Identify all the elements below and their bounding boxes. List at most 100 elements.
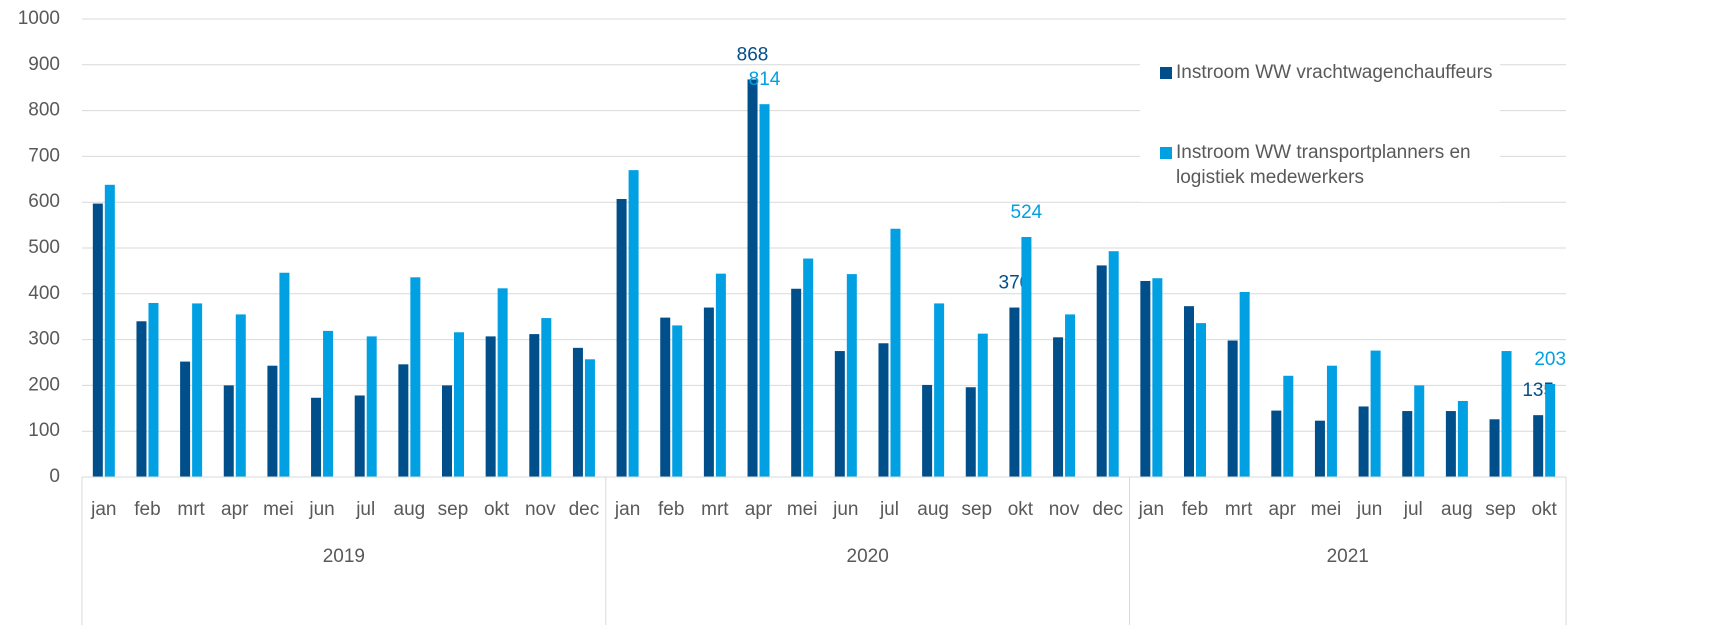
x-tick-label: okt <box>1008 499 1034 520</box>
x-tick-label: okt <box>484 499 510 520</box>
bar <box>878 343 889 477</box>
bar <box>1533 415 1544 477</box>
x-tick-label: mrt <box>177 499 205 520</box>
x-tick-label: jan <box>1138 499 1164 520</box>
bar <box>1009 307 1020 477</box>
y-tick-label: 900 <box>28 54 60 75</box>
y-tick-label: 300 <box>28 329 60 350</box>
x-tick-label: sep <box>961 499 992 520</box>
legend-entry: Instroom WW vrachtwagenchauffeurs <box>1176 62 1492 83</box>
bar <box>890 228 901 477</box>
bar <box>1358 406 1369 477</box>
bar <box>1239 291 1250 477</box>
group-label: 2020 <box>847 546 889 567</box>
bar <box>1314 420 1325 477</box>
bar <box>791 288 802 477</box>
bar <box>584 359 595 477</box>
bar <box>672 325 683 477</box>
bar <box>803 258 814 477</box>
x-tick-label: jan <box>90 499 116 520</box>
bar <box>311 397 322 477</box>
bar <box>572 347 583 477</box>
legend-swatch <box>1160 147 1172 159</box>
x-tick-label: mrt <box>1225 499 1253 520</box>
bar <box>323 330 334 477</box>
legend-text: Instroom WW transportplanners en logisti… <box>1176 142 1471 188</box>
x-tick-label: aug <box>394 499 426 520</box>
x-tick-label: aug <box>1441 499 1473 520</box>
bar <box>1196 323 1206 477</box>
bar <box>1021 237 1032 477</box>
x-tick-label: dec <box>1092 499 1123 520</box>
bar <box>660 317 671 477</box>
bar <box>1370 350 1381 477</box>
x-tick-label: feb <box>1182 499 1208 520</box>
x-tick-label: jun <box>1356 499 1382 520</box>
bar <box>1545 384 1556 477</box>
x-tick-label: mei <box>787 499 818 520</box>
bar <box>747 79 758 478</box>
x-tick-label: okt <box>1531 499 1557 520</box>
x-tick-label: sep <box>1485 499 1516 520</box>
bar <box>366 336 377 477</box>
legend-swatch <box>1160 67 1172 79</box>
bar <box>616 198 627 477</box>
bar <box>148 302 159 477</box>
group-label: 2019 <box>323 546 365 567</box>
bar <box>192 303 203 477</box>
bar <box>1414 385 1425 477</box>
x-tick-label: nov <box>1049 499 1080 520</box>
y-tick-label: 400 <box>28 283 60 304</box>
bar <box>1457 400 1468 477</box>
bar <box>410 277 421 477</box>
bar <box>541 318 552 477</box>
y-tick-label: 100 <box>28 420 60 441</box>
bar <box>180 361 191 477</box>
data-label: 868 <box>737 44 769 65</box>
x-tick-label: aug <box>917 499 949 520</box>
bar <box>922 384 933 477</box>
x-tick-label: dec <box>569 499 600 520</box>
bar <box>1445 411 1456 477</box>
bar <box>834 351 845 477</box>
bar <box>1283 375 1294 477</box>
bar <box>1096 265 1107 477</box>
bar <box>1053 337 1064 477</box>
x-tick-label: apr <box>745 499 773 520</box>
data-label: 524 <box>1011 202 1043 223</box>
bar <box>1489 419 1500 477</box>
bar <box>846 274 857 477</box>
bar <box>1501 351 1512 477</box>
bar <box>1227 340 1238 477</box>
bar <box>223 385 234 477</box>
bar <box>104 184 115 477</box>
bar <box>1065 314 1076 477</box>
x-tick-label: mei <box>1311 499 1342 520</box>
bar <box>715 273 726 477</box>
bar <box>136 321 147 477</box>
group-label: 2021 <box>1327 546 1369 567</box>
bar <box>1108 251 1119 477</box>
bar <box>1326 365 1337 477</box>
bar <box>1140 280 1151 477</box>
bar <box>759 104 770 478</box>
y-tick-label: 600 <box>28 191 60 212</box>
bar <box>1184 306 1194 477</box>
bar <box>965 387 976 477</box>
bar <box>485 336 496 477</box>
bar <box>934 303 945 477</box>
bar <box>398 364 409 477</box>
x-tick-label: apr <box>1269 499 1297 520</box>
bar <box>279 272 290 477</box>
bar <box>354 395 365 477</box>
x-tick-label: feb <box>658 499 684 520</box>
bar <box>1271 410 1282 477</box>
x-tick-label: mrt <box>701 499 729 520</box>
bar <box>454 332 464 477</box>
y-tick-label: 1000 <box>18 8 60 29</box>
y-tick-label: 200 <box>28 374 60 395</box>
x-tick-label: jul <box>355 499 375 520</box>
x-tick-label: feb <box>134 499 160 520</box>
y-tick-label: 500 <box>28 237 60 258</box>
